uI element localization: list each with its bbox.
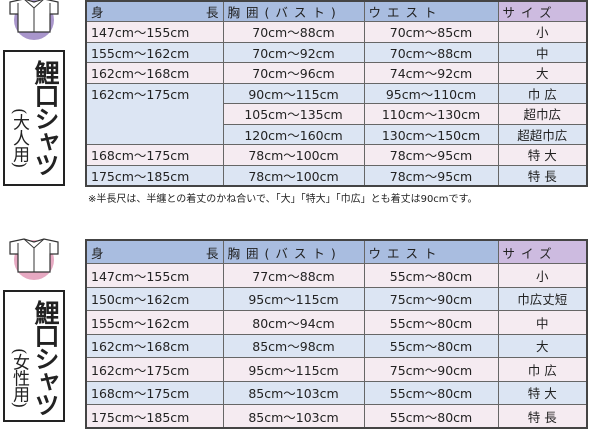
height-cell: 168cm〜175cm (85, 144, 224, 166)
size-cell: 特 大 (497, 144, 588, 166)
header-waist: ウエスト (363, 239, 499, 264)
waist-cell: 55cm〜80cm (363, 333, 499, 358)
height-cell: 162cm〜175cm (85, 82, 224, 145)
table-row: 168cm〜175cm 85cm〜103cm 55cm〜80cm 特 大 (85, 380, 588, 405)
height-cell: 162cm〜168cm (85, 62, 224, 84)
men-size-table: 身長 胸囲(バスト) ウエスト サイズ 147cm〜155cm 70cm〜88cm… (85, 0, 588, 187)
chest-cell: 85cm〜103cm (222, 404, 365, 429)
size-cell: 特 長 (497, 404, 588, 429)
table-row: 168cm〜175cm 78cm〜100cm 78cm〜95cm 特 大 (85, 144, 588, 166)
header-size: サイズ (497, 0, 588, 22)
chest-cell: 70cm〜92cm (222, 41, 365, 63)
size-cell: 大 (497, 333, 588, 358)
chest-cell: 78cm〜100cm (222, 164, 365, 186)
waist-cell: 78cm〜95cm (363, 164, 499, 186)
table-row: 162cm〜168cm 70cm〜96cm 74cm〜92cm 大 (85, 62, 588, 84)
waist-cell: 95cm〜110cm (363, 82, 499, 104)
size-cell: 巾 広 (497, 357, 588, 382)
size-cell: 小 (497, 263, 588, 288)
table-row: 155cm〜162cm 80cm〜94cm 55cm〜80cm 中 (85, 310, 588, 335)
table-row: 120cm〜160cm 130cm〜150cm 超超巾広 (86, 123, 588, 145)
size-cell: 特 長 (497, 164, 588, 186)
table-row: 150cm〜162cm 95cm〜115cm 75cm〜90cm 巾広丈短 (85, 286, 588, 311)
waist-cell: 70cm〜88cm (363, 41, 499, 63)
chest-cell: 95cm〜115cm (222, 286, 365, 311)
size-cell: 中 (497, 41, 588, 63)
header-height-l: 身 (91, 245, 104, 261)
height-cell: 147cm〜155cm (85, 21, 224, 43)
men-shirt-icon (9, 0, 59, 40)
chest-cell: 80cm〜94cm (222, 310, 365, 335)
chest-cell: 105cm〜135cm (222, 103, 365, 125)
height-cell: 162cm〜168cm (85, 333, 224, 358)
header-height-l: 身 (91, 5, 104, 20)
waist-cell: 110cm〜130cm (363, 103, 499, 125)
table-row: 155cm〜162cm 70cm〜92cm 70cm〜88cm 中 (85, 41, 588, 63)
men-subtitle: (大人用) (9, 108, 29, 168)
height-cell: 168cm〜175cm (85, 380, 224, 405)
waist-cell: 55cm〜80cm (363, 380, 499, 405)
header-row: 身長 胸囲(バスト) ウエスト サイズ (85, 0, 588, 22)
waist-cell: 55cm〜80cm (363, 404, 499, 429)
header-size: サイズ (497, 239, 588, 264)
table-row: 162cm〜175cm 90cm〜115cm 95cm〜110cm 巾 広 (85, 82, 588, 145)
waist-cell: 70cm〜85cm (363, 21, 499, 43)
waist-cell: 75cm〜90cm (363, 286, 499, 311)
women-shirt-icon (9, 238, 59, 280)
waist-cell: 55cm〜80cm (363, 310, 499, 335)
table-row: 147cm〜155cm 70cm〜88cm 70cm〜85cm 小 (85, 21, 588, 43)
waist-cell: 74cm〜92cm (363, 62, 499, 84)
waist-cell: 130cm〜150cm (363, 123, 499, 145)
chest-cell: 85cm〜98cm (222, 333, 365, 358)
chest-cell: 95cm〜115cm (222, 357, 365, 382)
table-row: 162cm〜168cm 85cm〜98cm 55cm〜80cm 大 (85, 333, 588, 358)
men-title: 鯉口シャツ (31, 60, 60, 175)
men-title-box: 鯉口シャツ (大人用) (3, 50, 65, 186)
women-title: 鯉口シャツ (31, 300, 60, 415)
women-title-box: 鯉口シャツ (女性用) (3, 290, 65, 422)
height-cell: 175cm〜185cm (85, 164, 224, 186)
header-height: 身長 (85, 239, 224, 264)
chest-cell: 70cm〜88cm (222, 21, 365, 43)
table-row: 105cm〜135cm 110cm〜130cm 超巾広 (86, 103, 588, 125)
height-cell: 175cm〜185cm (85, 404, 224, 429)
header-row: 身長 胸囲(バスト) ウエスト サイズ (85, 239, 588, 264)
size-cell: 超超巾広 (497, 123, 588, 145)
size-cell: 小 (497, 21, 588, 43)
women-subtitle: (女性用) (9, 348, 29, 408)
size-cell: 中 (497, 310, 588, 335)
waist-cell: 78cm〜95cm (363, 144, 499, 166)
chest-cell: 77cm〜88cm (222, 263, 365, 288)
chest-cell: 70cm〜96cm (222, 62, 365, 84)
footnote: ※半長尺は、半纏との着丈のかね合いで、「大」「特大」「巾広」とも着丈は90cmで… (88, 194, 478, 205)
waist-cell: 55cm〜80cm (363, 263, 499, 288)
size-cell: 巾広丈短 (497, 286, 588, 311)
header-height-r: 長 (205, 5, 219, 20)
header-waist: ウエスト (363, 0, 499, 22)
header-chest: 胸囲(バスト) (222, 0, 365, 22)
chest-cell: 85cm〜103cm (222, 380, 365, 405)
height-cell: 150cm〜162cm (85, 286, 224, 311)
table-row: 162cm〜175cm 95cm〜115cm 75cm〜90cm 巾 広 (85, 357, 588, 382)
header-chest: 胸囲(バスト) (222, 239, 365, 264)
height-cell: 162cm〜175cm (85, 357, 224, 382)
chest-cell: 90cm〜115cm (222, 82, 365, 104)
header-height-r: 長 (205, 245, 219, 261)
table-row: 175cm〜185cm 78cm〜100cm 78cm〜95cm 特 長 (85, 164, 588, 186)
height-cell: 155cm〜162cm (85, 310, 224, 335)
header-height: 身長 (85, 0, 224, 22)
table-row: 147cm〜155cm 77cm〜88cm 55cm〜80cm 小 (85, 263, 588, 288)
waist-cell: 75cm〜90cm (363, 357, 499, 382)
size-cell: 超巾広 (497, 103, 588, 125)
chest-cell: 120cm〜160cm (222, 123, 365, 145)
size-cell: 巾 広 (497, 82, 588, 104)
women-size-table: 身長 胸囲(バスト) ウエスト サイズ 147cm〜155cm 77cm〜88cm… (85, 239, 588, 429)
height-cell: 147cm〜155cm (85, 263, 224, 288)
size-cell: 特 大 (497, 380, 588, 405)
height-cell: 155cm〜162cm (85, 41, 224, 63)
chest-cell: 78cm〜100cm (222, 144, 365, 166)
size-cell: 大 (497, 62, 588, 84)
table-row: 175cm〜185cm 85cm〜103cm 55cm〜80cm 特 長 (85, 404, 588, 429)
